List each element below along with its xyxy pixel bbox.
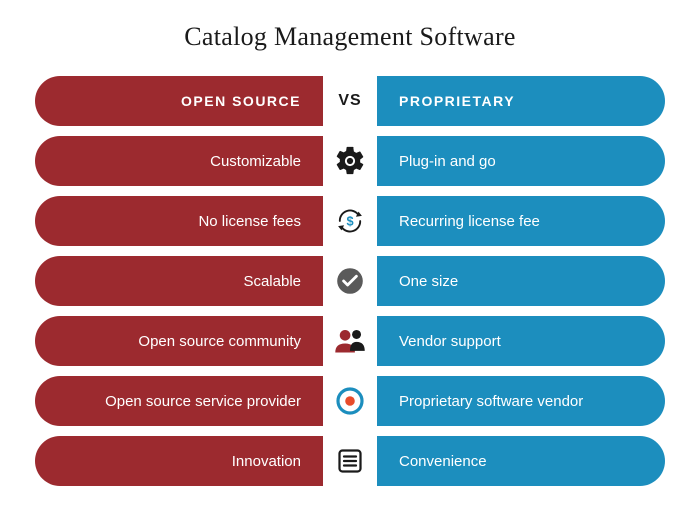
header-left-label: OPEN SOURCE bbox=[181, 93, 301, 109]
right-label: Plug-in and go bbox=[399, 153, 496, 170]
left-label: Scalable bbox=[243, 273, 301, 290]
right-label: One size bbox=[399, 273, 458, 290]
checkmark-icon bbox=[331, 262, 369, 300]
gear-icon bbox=[331, 142, 369, 180]
icon-cell bbox=[323, 142, 377, 180]
right-label: Recurring license fee bbox=[399, 213, 540, 230]
right-pill: Proprietary software vendor bbox=[377, 376, 665, 426]
comparison-row: Open source community Vendor support bbox=[35, 316, 665, 366]
right-pill: Convenience bbox=[377, 436, 665, 486]
left-label: No license fees bbox=[198, 213, 301, 230]
icon-cell bbox=[323, 262, 377, 300]
icon-cell: $ bbox=[323, 202, 377, 240]
left-label: Innovation bbox=[232, 453, 301, 470]
comparison-row: Open source service provider Proprietary… bbox=[35, 376, 665, 426]
right-label: Proprietary software vendor bbox=[399, 393, 583, 410]
left-pill: No license fees bbox=[35, 196, 323, 246]
left-pill: Scalable bbox=[35, 256, 323, 306]
vs-cell: VS bbox=[323, 92, 377, 110]
header-row: OPEN SOURCE VS PROPRIETARY bbox=[35, 76, 665, 126]
left-pill: Innovation bbox=[35, 436, 323, 486]
left-label: Open source community bbox=[138, 333, 301, 350]
right-pill: Plug-in and go bbox=[377, 136, 665, 186]
header-left-pill: OPEN SOURCE bbox=[35, 76, 323, 126]
right-pill: Recurring license fee bbox=[377, 196, 665, 246]
target-icon bbox=[331, 382, 369, 420]
left-pill: Open source service provider bbox=[35, 376, 323, 426]
page-title: Catalog Management Software bbox=[184, 22, 516, 52]
icon-cell bbox=[323, 382, 377, 420]
comparison-grid: OPEN SOURCE VS PROPRIETARY Customizable … bbox=[35, 76, 665, 486]
icon-cell bbox=[323, 322, 377, 360]
right-label: Convenience bbox=[399, 453, 487, 470]
icon-cell bbox=[323, 442, 377, 480]
left-pill: Open source community bbox=[35, 316, 323, 366]
people-icon bbox=[331, 322, 369, 360]
header-right-pill: PROPRIETARY bbox=[377, 76, 665, 126]
right-pill: One size bbox=[377, 256, 665, 306]
svg-text:$: $ bbox=[346, 213, 353, 228]
comparison-row: No license fees $ Recurring license fee bbox=[35, 196, 665, 246]
list-icon bbox=[331, 442, 369, 480]
header-right-label: PROPRIETARY bbox=[399, 93, 515, 109]
comparison-row: Scalable One size bbox=[35, 256, 665, 306]
left-label: Customizable bbox=[210, 153, 301, 170]
left-label: Open source service provider bbox=[105, 393, 301, 410]
right-pill: Vendor support bbox=[377, 316, 665, 366]
vs-label: VS bbox=[338, 92, 361, 110]
dollar-cycle-icon: $ bbox=[331, 202, 369, 240]
right-label: Vendor support bbox=[399, 333, 501, 350]
left-pill: Customizable bbox=[35, 136, 323, 186]
comparison-row: Innovation Convenience bbox=[35, 436, 665, 486]
comparison-row: Customizable Plug-in and go bbox=[35, 136, 665, 186]
